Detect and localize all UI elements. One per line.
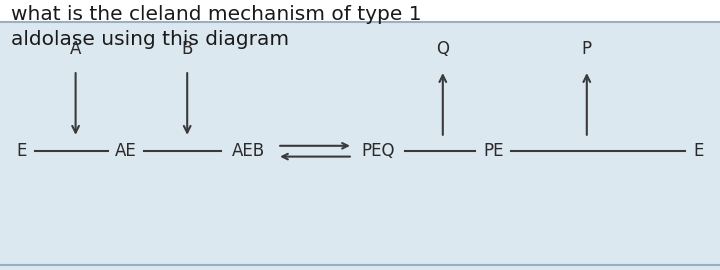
Text: what is the cleland mechanism of type 1
aldolase using this diagram: what is the cleland mechanism of type 1 … (11, 5, 421, 49)
Text: PE: PE (483, 142, 503, 160)
Text: Q: Q (436, 40, 449, 58)
Text: PEQ: PEQ (361, 142, 395, 160)
Text: A: A (70, 40, 81, 58)
Text: P: P (582, 40, 592, 58)
Text: AE: AE (115, 142, 137, 160)
Text: E: E (693, 142, 703, 160)
Text: B: B (181, 40, 193, 58)
Text: AEB: AEB (232, 142, 265, 160)
Text: E: E (17, 142, 27, 160)
